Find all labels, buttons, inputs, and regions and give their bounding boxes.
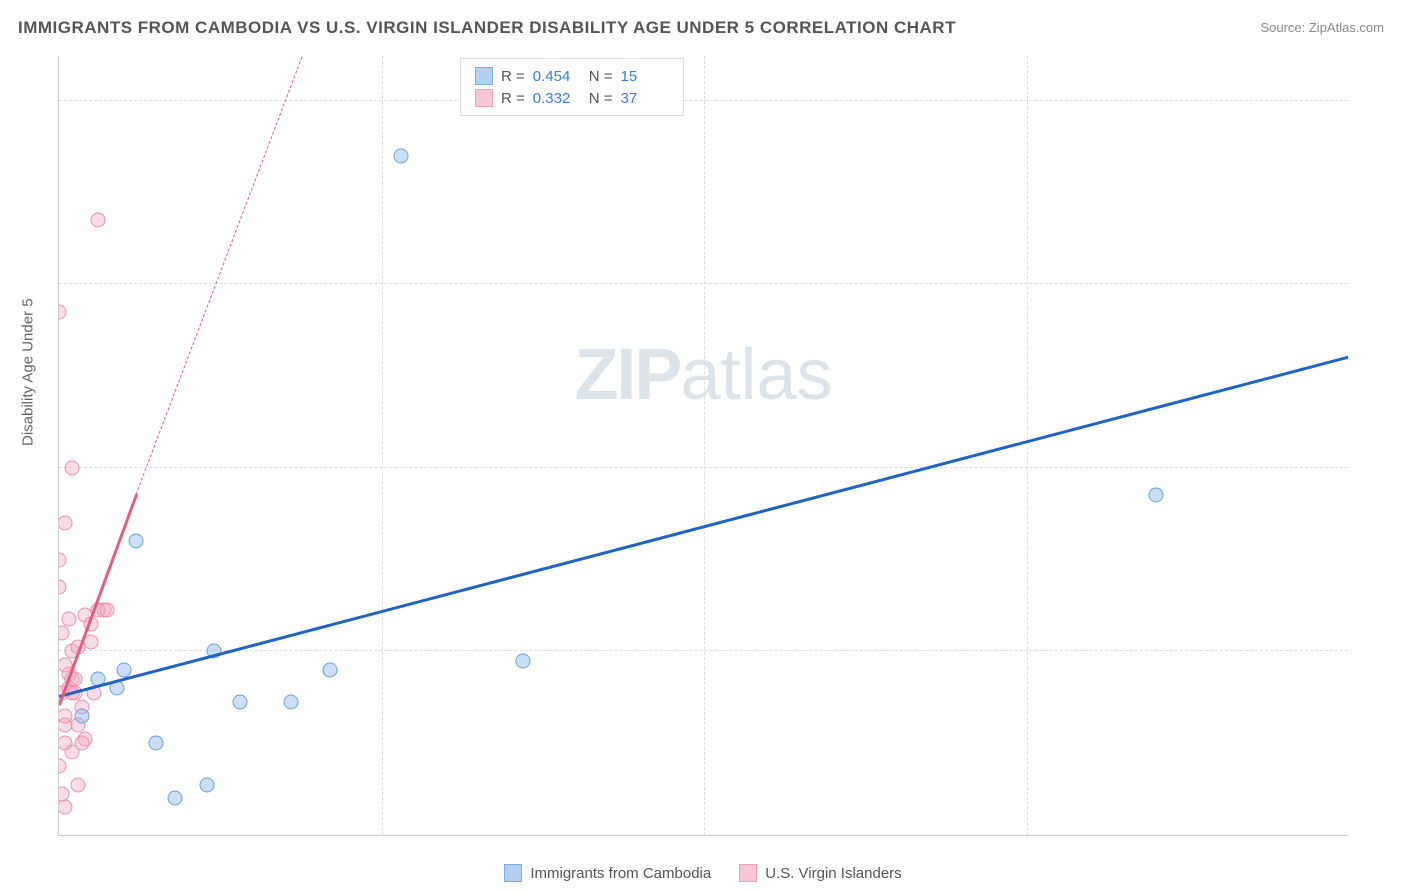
- scatter-point-usvi: [84, 635, 99, 650]
- r-label: R =: [501, 90, 525, 107]
- scatter-point-usvi: [61, 612, 76, 627]
- source-label: Source:: [1260, 20, 1308, 35]
- n-value: 15: [621, 68, 669, 85]
- legend-swatch: [475, 67, 493, 85]
- scatter-point-usvi: [58, 516, 73, 531]
- scatter-point-cambodia: [322, 662, 337, 677]
- scatter-point-cambodia: [200, 777, 215, 792]
- scatter-point-usvi: [90, 213, 105, 228]
- scatter-point-usvi: [58, 580, 67, 595]
- r-value: 0.454: [533, 68, 581, 85]
- gridline-vertical: [1027, 56, 1028, 835]
- chart-title: IMMIGRANTS FROM CAMBODIA VS U.S. VIRGIN …: [18, 18, 956, 38]
- r-label: R =: [501, 68, 525, 85]
- trend-line-usvi-dash: [136, 56, 356, 495]
- n-value: 37: [621, 90, 669, 107]
- scatter-point-usvi: [100, 603, 115, 618]
- scatter-point-cambodia: [393, 148, 408, 163]
- series-legend: Immigrants from Cambodia U.S. Virgin Isla…: [0, 864, 1406, 882]
- correlation-legend-row: R = 0.454 N = 15: [475, 65, 669, 87]
- scatter-point-cambodia: [168, 791, 183, 806]
- x-tick: [1027, 835, 1028, 836]
- chart-plot-area: ZIPatlas 2.0%4.0%6.0%8.0%0.0%20.0%: [58, 56, 1348, 836]
- n-label: N =: [589, 90, 613, 107]
- correlation-legend-row: R = 0.332 N = 37: [475, 87, 669, 109]
- legend-swatch: [475, 89, 493, 107]
- n-label: N =: [589, 68, 613, 85]
- series-legend-item: Immigrants from Cambodia: [504, 864, 711, 882]
- y-axis-label: Disability Age Under 5: [20, 298, 37, 446]
- scatter-point-cambodia: [516, 653, 531, 668]
- source-attribution: Source: ZipAtlas.com: [1260, 20, 1384, 35]
- scatter-point-cambodia: [148, 736, 163, 751]
- legend-label: Immigrants from Cambodia: [530, 865, 711, 882]
- scatter-point-usvi: [58, 304, 67, 319]
- legend-swatch: [739, 864, 757, 882]
- series-legend-item: U.S. Virgin Islanders: [739, 864, 901, 882]
- source-value: ZipAtlas.com: [1309, 20, 1384, 35]
- scatter-point-usvi: [71, 777, 86, 792]
- scatter-point-cambodia: [1148, 488, 1163, 503]
- scatter-point-usvi: [58, 786, 70, 801]
- scatter-point-cambodia: [129, 534, 144, 549]
- scatter-point-usvi: [58, 800, 73, 815]
- x-tick: [704, 835, 705, 836]
- scatter-point-usvi: [74, 736, 89, 751]
- correlation-legend: R = 0.454 N = 15 R = 0.332 N = 37: [460, 58, 684, 116]
- scatter-point-usvi: [58, 626, 70, 641]
- scatter-point-cambodia: [116, 662, 131, 677]
- scatter-point-usvi: [58, 759, 67, 774]
- scatter-point-cambodia: [232, 694, 247, 709]
- scatter-point-usvi: [64, 460, 79, 475]
- r-value: 0.332: [533, 90, 581, 107]
- scatter-point-cambodia: [284, 694, 299, 709]
- gridline-vertical: [704, 56, 705, 835]
- legend-label: U.S. Virgin Islanders: [765, 865, 901, 882]
- scatter-point-cambodia: [74, 708, 89, 723]
- legend-swatch: [504, 864, 522, 882]
- gridline-vertical: [382, 56, 383, 835]
- x-tick: [382, 835, 383, 836]
- scatter-point-usvi: [58, 552, 67, 567]
